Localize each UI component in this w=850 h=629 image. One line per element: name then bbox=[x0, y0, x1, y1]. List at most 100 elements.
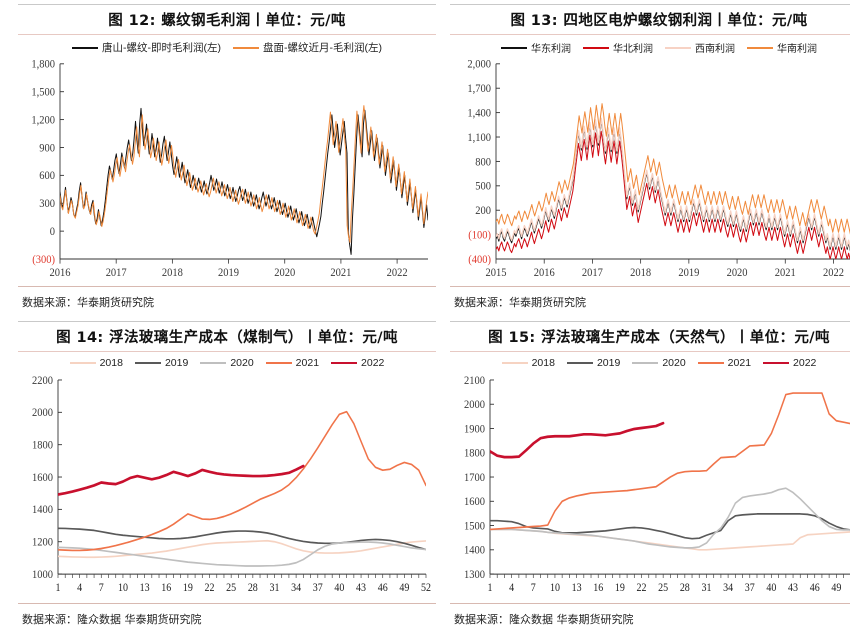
svg-text:49: 49 bbox=[399, 582, 409, 594]
svg-text:28: 28 bbox=[680, 582, 690, 594]
svg-text:1400: 1400 bbox=[464, 544, 485, 557]
svg-text:1,200: 1,200 bbox=[31, 114, 55, 127]
legend-item: 2019 bbox=[566, 357, 621, 369]
svg-text:19: 19 bbox=[183, 582, 193, 594]
plot-area-15: 2100 2000 1900 1800 1700 1600 1500 1400 1300 1 4 7 1… bbox=[450, 371, 850, 601]
svg-text:2016: 2016 bbox=[50, 267, 71, 280]
svg-text:37: 37 bbox=[745, 582, 755, 594]
svg-text:2018: 2018 bbox=[162, 267, 183, 280]
svg-text:2100: 2100 bbox=[464, 374, 485, 387]
legend-swatch bbox=[200, 362, 227, 364]
svg-text:1,500: 1,500 bbox=[31, 86, 55, 99]
chart-title-15: 图 15: 浮法玻璃生产成本（天然气）丨单位：元/吨 bbox=[450, 321, 850, 352]
svg-text:2000: 2000 bbox=[464, 399, 485, 412]
svg-text:31: 31 bbox=[269, 582, 279, 594]
svg-text:2020: 2020 bbox=[727, 267, 748, 280]
svg-text:19: 19 bbox=[615, 582, 625, 594]
svg-text:2017: 2017 bbox=[582, 267, 603, 280]
legend-item: 盘面-螺纹近月-毛利润(左) bbox=[233, 40, 382, 55]
svg-text:1,700: 1,700 bbox=[467, 83, 491, 96]
chart-source-13: 数据来源：华泰期货研究院 bbox=[450, 286, 850, 310]
svg-text:4: 4 bbox=[509, 582, 515, 594]
svg-text:40: 40 bbox=[334, 582, 344, 594]
svg-text:300: 300 bbox=[39, 198, 55, 211]
svg-text:1: 1 bbox=[488, 582, 493, 594]
svg-text:34: 34 bbox=[291, 582, 302, 594]
svg-text:2200: 2200 bbox=[32, 374, 53, 387]
legend-item: 2018 bbox=[501, 357, 555, 369]
svg-text:13: 13 bbox=[140, 582, 150, 594]
svg-text:2016: 2016 bbox=[534, 267, 555, 280]
svg-text:1600: 1600 bbox=[464, 496, 485, 509]
legend-swatch bbox=[265, 362, 292, 364]
svg-text:1400: 1400 bbox=[32, 504, 53, 517]
legend-item: 华东利润 bbox=[501, 40, 571, 55]
svg-text:600: 600 bbox=[39, 170, 55, 183]
svg-text:2022: 2022 bbox=[387, 267, 408, 280]
svg-text:800: 800 bbox=[475, 156, 491, 169]
legend-item: 唐山-螺纹-即时毛利润(左) bbox=[72, 40, 221, 55]
svg-text:1500: 1500 bbox=[464, 520, 485, 533]
legend-label: 2021 bbox=[295, 357, 320, 369]
legend-item: 2021 bbox=[697, 357, 751, 369]
legend-swatch bbox=[566, 362, 593, 364]
figure-panel-14: 图 14: 浮法玻璃生产成本（煤制气）丨单位：元/吨 2018 2019 202… bbox=[18, 321, 436, 627]
legend-item: 2020 bbox=[632, 357, 686, 369]
legend-label: 西南利润 bbox=[695, 44, 735, 55]
plot-area-12: 1,800 1,500 1,200 900 600 300 0 (300) 2016 2017 20… bbox=[18, 57, 436, 284]
legend-swatch bbox=[632, 362, 659, 364]
svg-text:7: 7 bbox=[99, 582, 104, 594]
svg-text:1800: 1800 bbox=[464, 447, 485, 460]
figure-panel-15: 图 15: 浮法玻璃生产成本（天然气）丨单位：元/吨 2018 2019 202… bbox=[450, 321, 850, 627]
chart-title-14: 图 14: 浮法玻璃生产成本（煤制气）丨单位：元/吨 bbox=[18, 321, 436, 352]
legend-item: 2019 bbox=[134, 357, 189, 369]
legend-swatch bbox=[583, 46, 609, 49]
figure-panel-13: 图 13: 四地区电炉螺纹钢利润丨单位：元/吨 华东利润 华北利润 西南利润 华… bbox=[450, 4, 850, 310]
svg-text:1300: 1300 bbox=[464, 568, 485, 581]
legend-label: 华北利润 bbox=[613, 44, 653, 55]
svg-text:900: 900 bbox=[39, 142, 55, 155]
svg-text:34: 34 bbox=[723, 582, 734, 594]
svg-text:1900: 1900 bbox=[464, 423, 485, 436]
legend-label: 2019 bbox=[596, 357, 621, 369]
legend-label: 2022 bbox=[793, 357, 817, 369]
svg-text:7: 7 bbox=[531, 582, 536, 594]
legend-item: 2018 bbox=[69, 357, 123, 369]
svg-text:40: 40 bbox=[766, 582, 776, 594]
svg-text:2017: 2017 bbox=[106, 267, 127, 280]
chart-legend-15: 2018 2019 2020 2021 2022 bbox=[450, 352, 850, 371]
svg-text:(400): (400) bbox=[468, 253, 491, 266]
svg-text:10: 10 bbox=[550, 582, 560, 594]
legend-label: 2018 bbox=[99, 357, 123, 369]
svg-text:22: 22 bbox=[637, 582, 647, 594]
svg-text:22: 22 bbox=[205, 582, 215, 594]
svg-text:2019: 2019 bbox=[218, 267, 239, 280]
legend-label: 华南利润 bbox=[777, 44, 817, 55]
legend-label: 2022 bbox=[361, 357, 385, 369]
legend-swatch bbox=[331, 362, 358, 364]
svg-text:37: 37 bbox=[313, 582, 323, 594]
legend-swatch bbox=[501, 46, 527, 49]
svg-text:2021: 2021 bbox=[330, 267, 351, 280]
legend-swatch bbox=[763, 362, 790, 364]
chart-title-12: 图 12: 螺纹钢毛利润丨单位：元/吨 bbox=[18, 4, 436, 35]
plot-area-14: 2200 2000 1800 1600 1400 1200 1000 1 4 7 10 13 16 19 2… bbox=[18, 371, 436, 601]
legend-label: 2018 bbox=[531, 357, 555, 369]
legend-swatch bbox=[697, 362, 724, 364]
svg-text:2015: 2015 bbox=[486, 267, 507, 280]
svg-text:13: 13 bbox=[572, 582, 582, 594]
svg-text:25: 25 bbox=[658, 582, 668, 594]
svg-text:4: 4 bbox=[77, 582, 83, 594]
legend-item: 2020 bbox=[200, 357, 254, 369]
legend-item: 华南利润 bbox=[747, 40, 817, 55]
chart-legend-13: 华东利润 华北利润 西南利润 华南利润 bbox=[450, 35, 850, 57]
chart-canvas-13: 2,0001,7001,4001,100800500200(100)(400)2… bbox=[467, 58, 850, 280]
svg-text:1,800: 1,800 bbox=[31, 58, 55, 71]
legend-item: 西南利润 bbox=[665, 40, 735, 55]
legend-label: 2019 bbox=[164, 357, 189, 369]
svg-text:28: 28 bbox=[248, 582, 258, 594]
svg-text:(300): (300) bbox=[32, 253, 55, 266]
legend-item: 2022 bbox=[331, 357, 384, 369]
svg-text:2018: 2018 bbox=[630, 267, 651, 280]
svg-text:2000: 2000 bbox=[32, 407, 53, 420]
